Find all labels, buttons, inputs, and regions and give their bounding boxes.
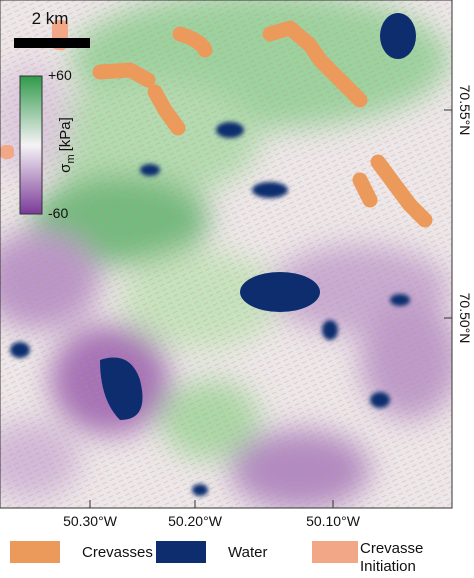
x-label: 50.30°W [63, 513, 118, 529]
legend-swatch [10, 541, 60, 563]
legend-label-box: Crevasse Initiation [360, 540, 424, 575]
map [0, 0, 452, 508]
unit: [kPa] [57, 117, 74, 151]
map-frame [0, 0, 453, 509]
y-label: 70.50°N [457, 293, 473, 344]
legend-swatch [156, 541, 206, 563]
colorbar [19, 75, 43, 215]
legend-label: Water [228, 544, 267, 561]
scale-bar [14, 38, 90, 48]
x-label: 50.10°W [306, 513, 361, 529]
legend-label: Crevasses [82, 544, 153, 561]
scale-bar-label: 2 km [32, 9, 69, 28]
legend-label: Crevasse Initiation [360, 540, 424, 575]
y-label: 70.55°N [457, 85, 473, 136]
symbol: σ [57, 163, 74, 173]
colorbar-max: +60 [48, 67, 72, 83]
x-label: 50.20°W [168, 513, 223, 529]
colorbar-min: -60 [48, 205, 68, 221]
legend: Crevasses Water Crevasse Initiation [10, 540, 424, 575]
water [10, 13, 416, 496]
axis-ticks [89, 109, 452, 508]
colorbar-label: σm [kPa] [57, 117, 77, 173]
legend-swatch [312, 541, 358, 563]
subscript: m [65, 154, 77, 163]
crevasses [92, 20, 433, 228]
